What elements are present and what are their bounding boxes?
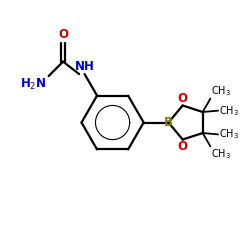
- Text: O: O: [58, 28, 68, 40]
- Text: O: O: [178, 140, 188, 153]
- Text: B: B: [164, 116, 173, 129]
- Text: CH$_3$: CH$_3$: [212, 148, 232, 161]
- Text: H$_2$N: H$_2$N: [20, 77, 47, 92]
- Text: NH: NH: [75, 60, 94, 73]
- Text: CH$_3$: CH$_3$: [219, 104, 239, 118]
- Text: CH$_3$: CH$_3$: [212, 84, 232, 98]
- Text: CH$_3$: CH$_3$: [219, 128, 239, 141]
- Text: O: O: [178, 92, 188, 105]
